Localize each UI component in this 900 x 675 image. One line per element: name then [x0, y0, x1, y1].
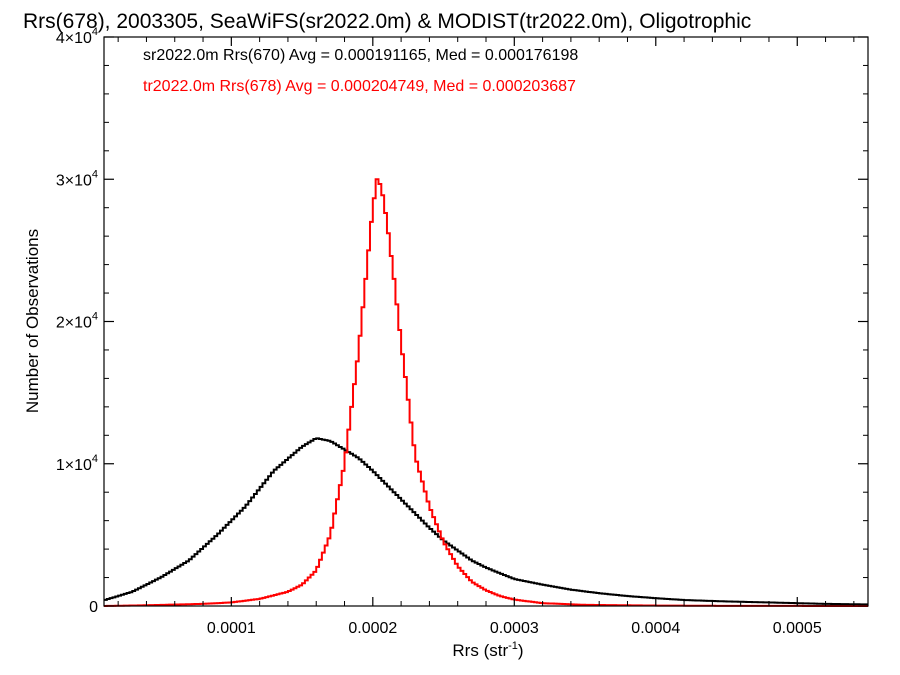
x-tick-label: 0.0004 [631, 620, 680, 637]
y-tick-label: 2×104 [56, 311, 98, 332]
y-axis-label: Number of Observations [23, 229, 42, 413]
legend-entry-red: tr2022.0m Rrs(678) Avg = 0.000204749, Me… [143, 78, 576, 95]
legend-entry-black: sr2022.0m Rrs(670) Avg = 0.000191165, Me… [143, 47, 578, 64]
y-tick-label: 0 [89, 599, 98, 616]
tick-layer: 0.0001 0.0002 0.0003 0.0004 0.0005 0 1×104 2×10… [56, 26, 868, 637]
x-axis-label-main: Rrs (str [452, 641, 508, 660]
y-tick-label: 4×104 [56, 26, 98, 47]
series-layer [104, 178, 868, 607]
x-axis-label-sup: -1 [508, 640, 518, 652]
x-axis-label-close: ) [518, 641, 524, 660]
y-tick-label: 3×104 [56, 168, 98, 189]
chart-title: Rrs(678), 2003305, SeaWiFS(sr2022.0m) & … [23, 10, 751, 33]
x-tick-label: 0.0002 [348, 620, 397, 637]
plot-frame [103, 36, 869, 607]
x-axis-label: Rrs (str-1) [452, 640, 523, 660]
y-tick-label: 1×104 [56, 453, 98, 474]
x-tick-label: 0.0001 [207, 620, 256, 637]
series-line-1 [104, 178, 868, 607]
series-line-0 [104, 437, 868, 606]
x-tick-label: 0.0005 [773, 620, 822, 637]
x-tick-label: 0.0003 [490, 620, 539, 637]
